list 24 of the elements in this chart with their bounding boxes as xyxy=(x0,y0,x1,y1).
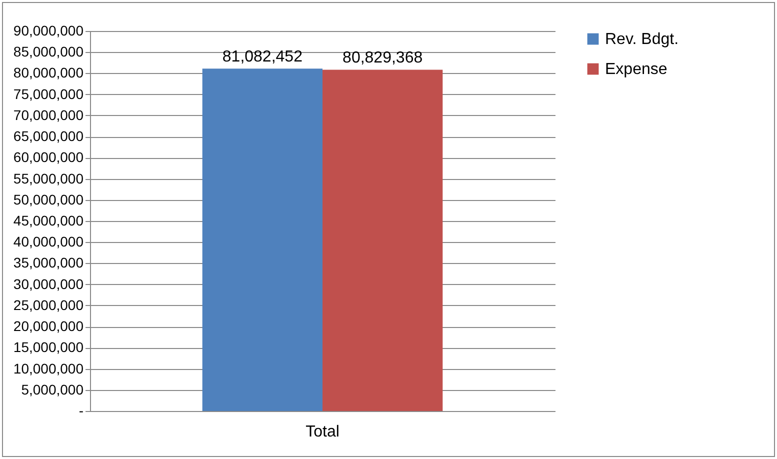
y-tick-label: 50,000,000 xyxy=(13,191,84,208)
y-tick-label: 45,000,000 xyxy=(13,212,84,228)
y-tick-label: 70,000,000 xyxy=(13,106,84,123)
y-tick-label: 85,000,000 xyxy=(13,44,84,60)
legend-label: Expense xyxy=(605,61,668,78)
y-tick-label: 75,000,000 xyxy=(13,86,84,102)
y-tick-label: 30,000,000 xyxy=(13,276,84,292)
y-tick-label: 80,000,000 xyxy=(13,64,84,81)
y-tick-label: 60,000,000 xyxy=(13,149,84,166)
data-label: 80,829,368 xyxy=(342,50,423,67)
y-tick-label: 25,000,000 xyxy=(13,296,84,313)
y-tick-label: 65,000,000 xyxy=(13,128,84,144)
y-tick-label: 90,000,000 xyxy=(13,22,84,38)
y-tick-label: 10,000,000 xyxy=(13,360,84,376)
y-tick-label: 55,000,000 xyxy=(13,170,84,186)
y-tick-label: 40,000,000 xyxy=(13,234,84,250)
y-tick-label: 15,000,000 xyxy=(13,339,84,356)
y-tick-label: 5,000,000 xyxy=(21,381,84,398)
y-tick-label: - xyxy=(78,402,84,418)
data-label: 81,082,452 xyxy=(222,48,303,66)
y-tick-label: 35,000,000 xyxy=(13,254,84,271)
legend-label: Rev. Bdgt. xyxy=(605,31,679,48)
x-tick-label: Total xyxy=(306,424,340,440)
y-tick-label: 20,000,000 xyxy=(13,318,84,334)
